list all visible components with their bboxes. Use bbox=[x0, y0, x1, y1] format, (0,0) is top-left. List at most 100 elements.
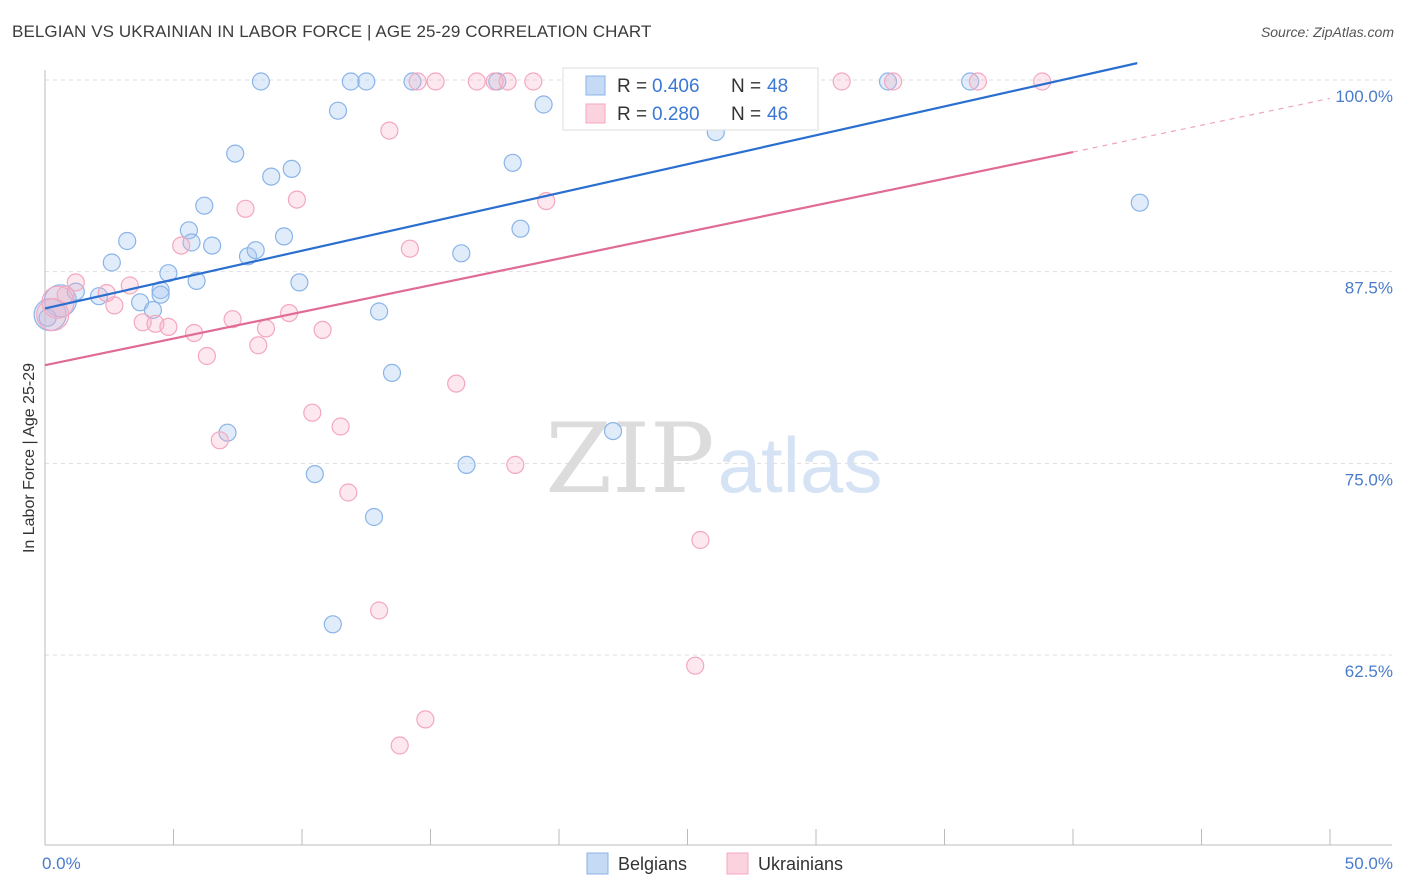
belgians-point-21 bbox=[282, 159, 301, 178]
legend-swatch-belgians bbox=[585, 75, 606, 96]
ukrainians-point-32 bbox=[498, 72, 517, 91]
x-tick-label-0: 0.0% bbox=[42, 854, 81, 873]
belgians-point-11 bbox=[182, 233, 201, 252]
legend-label-belgians: Belgians bbox=[618, 854, 687, 874]
ukrainians-point-39 bbox=[832, 72, 851, 91]
correlation-legend: R = 0.406 N = 48 R = 0.280 N = 46 bbox=[562, 67, 819, 131]
belgians-point-47 bbox=[251, 72, 270, 91]
y-axis-label: In Labor Force | Age 25-29 bbox=[21, 363, 38, 553]
legend-r-value-2: 0.280 bbox=[652, 104, 700, 125]
belgians-point-28 bbox=[364, 507, 384, 527]
ukrainians-point-12 bbox=[210, 431, 229, 450]
belgians-point-38 bbox=[603, 422, 623, 441]
y-tick-labels: 100.0% 87.5% 75.0% 62.5% bbox=[1335, 87, 1393, 681]
ukrainians-point-11 bbox=[197, 346, 216, 366]
belgians-point-25 bbox=[328, 101, 348, 120]
source-label: Source: ZipAtlas.com bbox=[1260, 24, 1394, 40]
belgians-point-35 bbox=[503, 153, 522, 172]
belgians-point-36 bbox=[511, 219, 530, 238]
belgians-point-15 bbox=[218, 423, 237, 442]
legend-r-label-1: R = bbox=[617, 76, 647, 97]
ukrainians-trend-line-extension bbox=[1072, 97, 1331, 153]
ukrainians-point-8 bbox=[159, 317, 178, 336]
belgians-point-33 bbox=[457, 455, 476, 474]
belgians-point-24 bbox=[323, 615, 342, 634]
y-tick-label-2: 75.0% bbox=[1345, 470, 1393, 489]
ukrainians-trend-line bbox=[44, 150, 1074, 367]
ukrainians-point-18 bbox=[287, 190, 306, 209]
belgians-point-30 bbox=[382, 363, 402, 382]
belgians-point-44 bbox=[1130, 193, 1149, 212]
trend-lines bbox=[44, 62, 1331, 367]
ukrainians-point-22 bbox=[339, 483, 358, 502]
ukrainians-point-31 bbox=[485, 72, 504, 91]
belgians-point-37 bbox=[534, 95, 553, 114]
ukrainians-point-23 bbox=[370, 601, 389, 620]
ukrainians-point-29 bbox=[447, 374, 466, 393]
belgians-point-3 bbox=[102, 253, 121, 272]
belgians-point-22 bbox=[290, 273, 309, 292]
ukrainians-point-41 bbox=[968, 72, 988, 91]
ukrainians-point-38 bbox=[686, 656, 705, 675]
watermark: ZIP atlas bbox=[545, 403, 882, 515]
x-tick-labels: 0.0% 50.0% bbox=[42, 854, 1393, 873]
legend-n-value-2: 46 bbox=[767, 104, 788, 125]
ukrainians-point-15 bbox=[249, 336, 268, 355]
y-tick-label-3: 62.5% bbox=[1345, 662, 1393, 681]
series-ukrainians-points bbox=[36, 72, 1052, 755]
legend-label-ukrainians: Ukrainians bbox=[758, 854, 843, 874]
belgians-point-18 bbox=[246, 241, 265, 260]
belgians-point-31 bbox=[403, 72, 422, 91]
belgians-point-6 bbox=[143, 300, 162, 320]
ukrainians-point-40 bbox=[883, 72, 903, 91]
legend-n-value-1: 48 bbox=[767, 76, 788, 97]
ukrainians-point-30 bbox=[467, 72, 486, 91]
ukrainians-point-20 bbox=[313, 320, 332, 339]
ukrainians-point-16 bbox=[256, 319, 276, 338]
watermark-atlas: atlas bbox=[718, 421, 883, 509]
legend-r-value-1: 0.406 bbox=[652, 76, 700, 97]
belgians-point-43 bbox=[961, 72, 980, 91]
ukrainians-point-14 bbox=[236, 199, 255, 218]
belgians-trend-line bbox=[44, 62, 1138, 310]
series-legend: Belgians Ukrainians bbox=[586, 852, 843, 875]
ukrainians-point-28 bbox=[426, 72, 445, 91]
y-tick-label-1: 87.5% bbox=[1345, 279, 1393, 298]
belgians-point-13 bbox=[195, 196, 214, 215]
ukrainians-point-42 bbox=[1033, 72, 1052, 91]
ukrainians-point-9 bbox=[172, 236, 191, 255]
chart-title: BELGIAN VS UKRAINIAN IN LABOR FORCE | AG… bbox=[12, 22, 652, 41]
ukrainians-point-26 bbox=[400, 239, 419, 258]
ukrainians-point-19 bbox=[303, 403, 322, 422]
legend-r-label-2: R = bbox=[617, 104, 647, 125]
ukrainians-point-2 bbox=[66, 273, 85, 292]
legend-swatch-belgians-bottom bbox=[586, 852, 609, 875]
watermark-zip: ZIP bbox=[545, 403, 714, 515]
belgians-point-19 bbox=[262, 167, 281, 186]
belgians-point-4 bbox=[118, 231, 137, 251]
belgians-point-29 bbox=[370, 302, 389, 321]
ukrainians-point-33 bbox=[506, 455, 525, 474]
legend-n-label-2: N = bbox=[731, 104, 761, 125]
ukrainians-point-21 bbox=[331, 417, 350, 436]
ukrainians-point-25 bbox=[390, 736, 409, 755]
belgians-point-14 bbox=[203, 236, 222, 255]
belgians-point-23 bbox=[305, 465, 324, 484]
legend-n-label-1: N = bbox=[731, 76, 761, 97]
belgians-point-27 bbox=[357, 72, 376, 91]
ukrainians-point-24 bbox=[380, 121, 399, 140]
belgians-point-26 bbox=[341, 72, 360, 91]
belgians-point-20 bbox=[274, 227, 294, 246]
belgians-point-2 bbox=[66, 282, 85, 301]
legend-swatch-ukrainians bbox=[585, 103, 606, 124]
belgians-point-12 bbox=[187, 271, 206, 290]
grid-lines bbox=[45, 79, 1392, 656]
ukrainians-point-37 bbox=[691, 530, 710, 550]
ukrainians-point-13 bbox=[223, 310, 242, 329]
ukrainians-point-44 bbox=[524, 72, 543, 91]
ukrainians-point-4 bbox=[105, 296, 124, 315]
belgians-point-42 bbox=[878, 72, 898, 91]
y-tick-label-0: 100.0% bbox=[1335, 87, 1393, 106]
belgians-point-32 bbox=[452, 244, 471, 263]
ukrainians-point-27 bbox=[416, 710, 435, 729]
